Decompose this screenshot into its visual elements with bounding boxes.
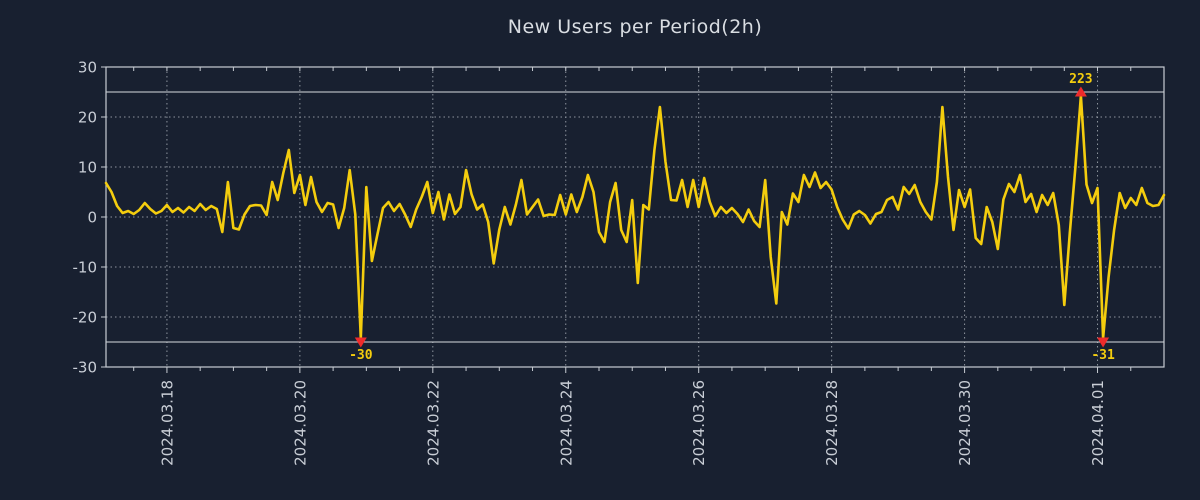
x-tick-label: 2024.03.28 [823,380,841,466]
y-tick-label: 0 [87,209,97,227]
x-tick-label: 2024.03.18 [158,380,176,466]
x-tick-label: 2024.03.26 [690,380,708,466]
y-tick-label: 30 [78,59,97,77]
x-tick-label: 2024.03.30 [956,380,974,466]
y-tick-label: -20 [73,309,98,327]
x-tick-label: 2024.03.22 [424,380,442,466]
clip-marker-down [1097,337,1110,348]
annotation--30: -30 [349,348,373,363]
x-tick-label: 2024.04.01 [1089,380,1107,466]
annotation-223: 223 [1069,72,1092,87]
y-tick-label: -10 [73,259,98,277]
y-tick-label: 10 [78,159,97,177]
x-tick-label: 2024.03.20 [291,380,309,466]
annotation--31: -31 [1091,348,1115,363]
series-line [104,94,1166,340]
y-tick-label: 20 [78,109,97,127]
y-tick-label: -30 [73,359,98,377]
x-tick-label: 2024.03.24 [557,380,575,466]
clip-marker-down [354,337,367,348]
chart-title: New Users per Period(2h) [507,16,763,38]
clip-marker-up [1074,86,1087,97]
